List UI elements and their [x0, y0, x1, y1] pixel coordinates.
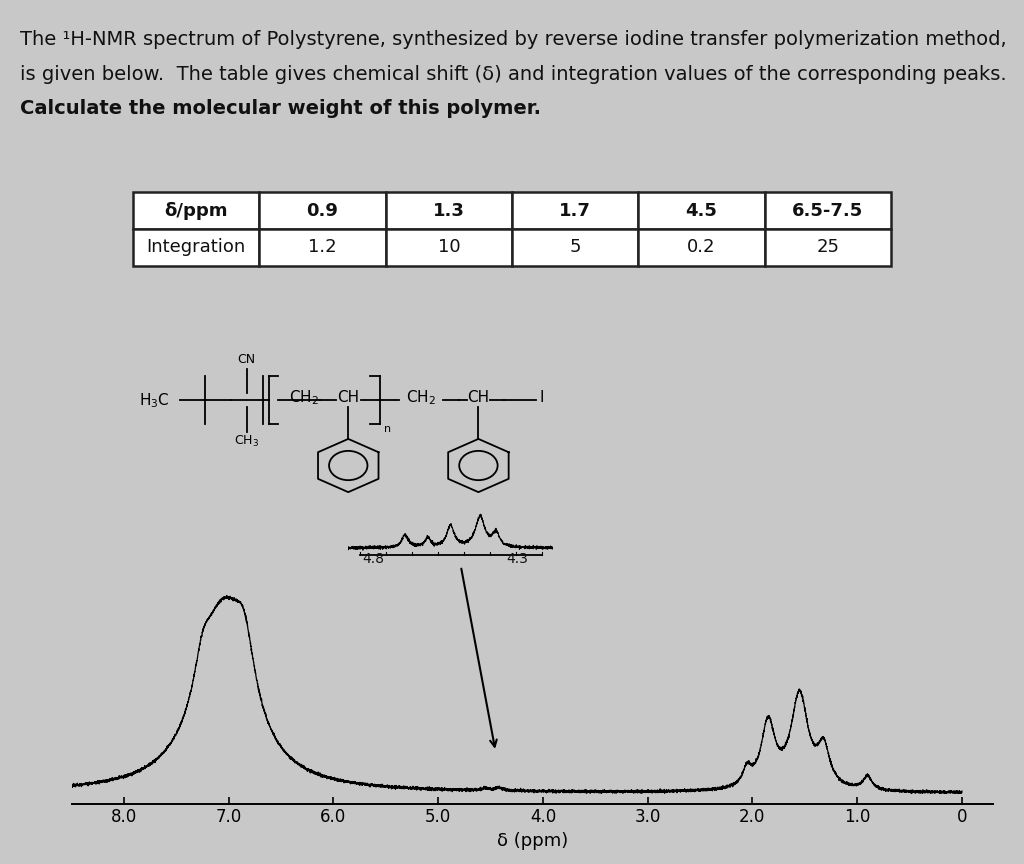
Text: n: n [384, 424, 391, 435]
Text: CH: CH [337, 391, 359, 405]
Text: CH$_2$: CH$_2$ [407, 389, 436, 407]
X-axis label: δ (ppm): δ (ppm) [497, 832, 568, 850]
Text: CH$_3$: CH$_3$ [234, 434, 259, 449]
Text: 4.8: 4.8 [362, 552, 385, 566]
Text: H$_3$C: H$_3$C [139, 391, 170, 410]
Text: CH$_2$: CH$_2$ [289, 389, 318, 407]
Text: The ¹H-NMR spectrum of Polystyrene, synthesized by reverse iodine transfer polym: The ¹H-NMR spectrum of Polystyrene, synt… [20, 30, 1008, 49]
Text: CH: CH [467, 391, 489, 405]
Text: CN: CN [238, 353, 256, 365]
Text: I: I [540, 391, 544, 405]
Text: 4.3: 4.3 [506, 552, 528, 566]
Text: is given below.  The table gives chemical shift (δ) and integration values of th: is given below. The table gives chemical… [20, 65, 1008, 84]
Text: Calculate the molecular weight of this polymer.: Calculate the molecular weight of this p… [20, 99, 542, 118]
